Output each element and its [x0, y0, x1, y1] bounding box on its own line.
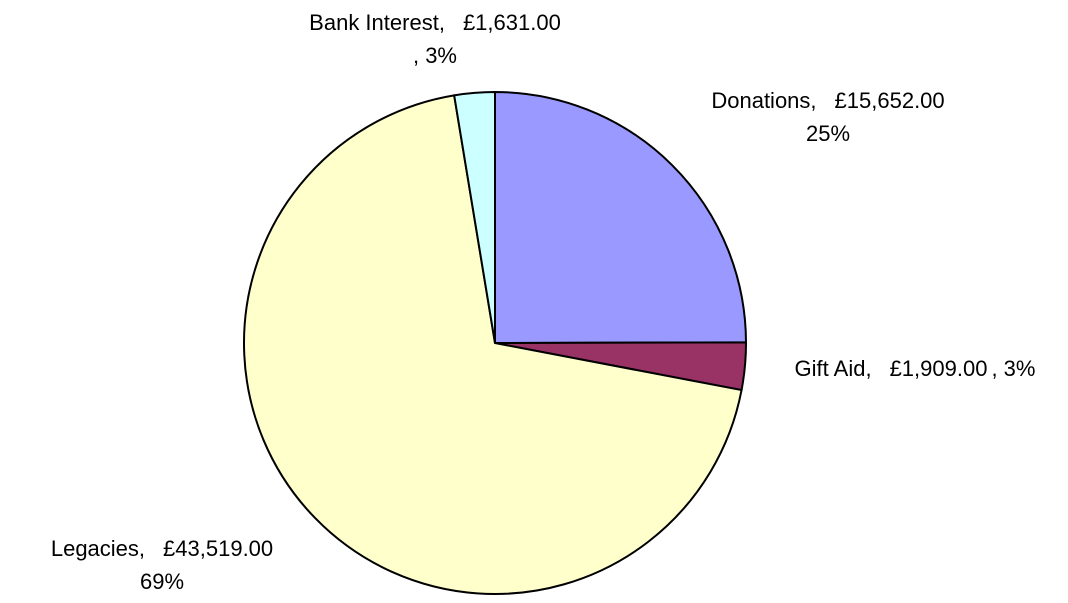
- data-label: Legacies £43,519.00 69%: [51, 532, 273, 598]
- category-label: Gift Aid: [795, 356, 872, 381]
- value-label: £1,631.00: [462, 10, 561, 35]
- percent-label: , 3%: [412, 43, 458, 68]
- category-label: Donations: [711, 88, 816, 113]
- pie-slice: [494, 90, 748, 345]
- data-label: Bank Interest £1,631.00, 3%: [309, 6, 561, 72]
- value-label: £1,909.00: [889, 356, 988, 381]
- category-label: Legacies: [51, 536, 145, 561]
- percent-label: 25%: [805, 121, 851, 146]
- percent-label: , 3%: [991, 356, 1036, 381]
- percent-label: 69%: [139, 569, 185, 594]
- value-label: £15,652.00: [834, 88, 945, 113]
- data-label: Donations £15,652.00 25%: [711, 84, 944, 150]
- pie-slice: [243, 94, 743, 595]
- value-label: £43,519.00: [163, 536, 274, 561]
- category-label: Bank Interest: [309, 10, 445, 35]
- pie-slice: [453, 90, 496, 344]
- data-label: Gift Aid £1,909.00, 3%: [795, 352, 1036, 385]
